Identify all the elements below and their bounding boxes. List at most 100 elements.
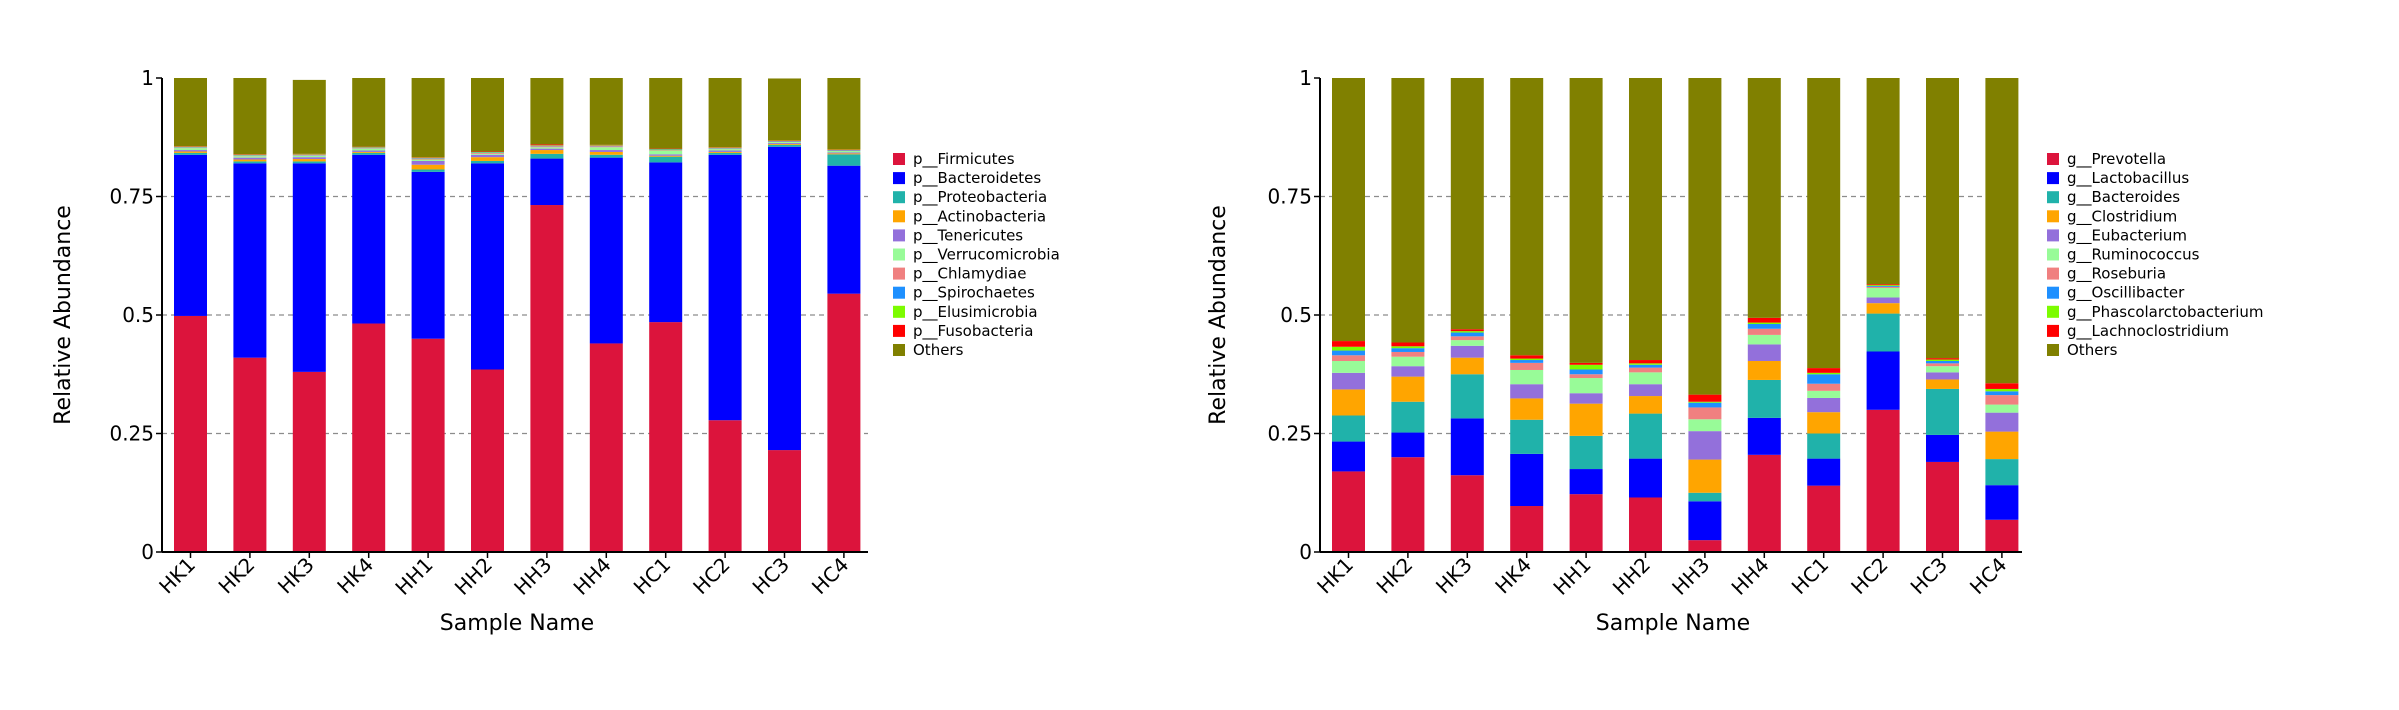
bar-segment [1332, 389, 1365, 416]
bar-segment [1985, 412, 2019, 432]
bar-segment [1747, 317, 1781, 323]
bar-segment [1391, 342, 1425, 347]
bar-segment [589, 147, 623, 151]
bar-segment [1866, 297, 1900, 304]
bar-segment [292, 157, 326, 160]
bar-segment [1450, 340, 1484, 346]
legend-swatch [2047, 229, 2059, 242]
bar-segment [530, 146, 564, 148]
bar-segment [1747, 78, 1781, 318]
legend-label: p__Proteobacteria [913, 188, 1047, 207]
bar-segment [589, 343, 623, 552]
bar-segment [530, 150, 564, 154]
x-tick-label: HH1 [1548, 553, 1595, 600]
bar-segment [1926, 461, 1959, 552]
bar-segment [1629, 497, 1662, 552]
bar-segment [292, 79, 326, 154]
bar-segment [1569, 364, 1603, 370]
bar-segment [589, 157, 623, 344]
bar-segment [530, 153, 564, 159]
bar-segment [649, 78, 683, 149]
bar-segment [1866, 285, 1900, 287]
bar-segment [1391, 366, 1425, 377]
bar-segment [1985, 383, 2019, 389]
bar-segment [1510, 78, 1544, 356]
bar-segment [1688, 401, 1722, 403]
bar-segment [1807, 412, 1841, 434]
bar-segment [827, 154, 861, 166]
bar-segment [1747, 379, 1781, 418]
bar-segment [649, 150, 683, 155]
x-tick-label: HH3 [1667, 553, 1714, 600]
bar-segment [174, 154, 207, 316]
bar-segment [1450, 345, 1484, 358]
bar-segment [1926, 359, 1959, 361]
bar-segment [471, 153, 504, 155]
legend-label: g__Eubacterium [2067, 226, 2187, 245]
bar-segment [1866, 409, 1900, 552]
bar-segment [1569, 435, 1603, 470]
bar-segment [1629, 384, 1662, 397]
bar-segment [1807, 383, 1841, 391]
bar-segment [1747, 417, 1781, 455]
bar-segment [1569, 403, 1603, 436]
legend-swatch [2047, 344, 2059, 356]
bar-segment [1985, 78, 2019, 384]
y-tick-label: 0.5 [1280, 303, 1312, 327]
bar-segment [1688, 540, 1722, 552]
x-axis-label: Sample Name [1596, 611, 1750, 636]
bar-segment [1629, 364, 1662, 368]
x-tick-label: HC1 [1787, 553, 1833, 599]
bar-segment [1391, 348, 1425, 352]
legend-swatch [2047, 191, 2059, 204]
bar-segment [1450, 331, 1484, 333]
bar-segment [1332, 355, 1365, 361]
x-tick-label: HC3 [1906, 553, 1952, 599]
legend-label: Others [913, 341, 964, 359]
bar-segment [1926, 366, 1959, 373]
bar-segment [1629, 367, 1662, 373]
bar-segment [1926, 379, 1959, 389]
bar-segment [1332, 415, 1365, 442]
x-tick-label: HK1 [154, 553, 200, 599]
bar-segment [1450, 475, 1484, 552]
chart-1: HK1 HK2 HK3 HK4 HH1 HH2 HH3 HH4 HC1 HC2 HC3 HC4 0 0.2… [51, 66, 1060, 636]
bar-segment [1747, 328, 1781, 335]
legend-label: p__Actinobacteria [913, 207, 1046, 226]
bar-segment [1569, 378, 1603, 394]
bar-segment [827, 152, 861, 154]
x-tick-label: HH4 [569, 553, 616, 600]
bar-segment [1688, 459, 1722, 493]
bar-segment [1866, 284, 1900, 286]
bar-segment [1985, 431, 2019, 460]
legend-label: p__Fusobacteria [913, 322, 1033, 341]
bar-segment [174, 151, 207, 153]
bar-segment [1391, 346, 1425, 349]
bar-segment [1569, 369, 1603, 375]
bar-segment [1332, 471, 1365, 552]
bar-segment [1332, 350, 1365, 356]
legend-swatch [2047, 172, 2059, 185]
bar-segment [1332, 360, 1365, 373]
x-tick-label: HC2 [688, 553, 734, 599]
bar-segment [768, 144, 801, 147]
x-tick-label: HK1 [1312, 553, 1358, 599]
bar-segment [1688, 394, 1722, 402]
bar-segment [589, 78, 623, 145]
bar-segment [1569, 469, 1603, 495]
bar-segment [768, 146, 801, 451]
bar-segment [233, 157, 267, 160]
bar-segment [1807, 458, 1841, 486]
legend-swatch [893, 153, 905, 165]
legend-swatch [893, 344, 905, 356]
bar-segment [1866, 78, 1900, 285]
bar-segment [1569, 374, 1603, 379]
bar-segment [1747, 360, 1781, 380]
bar-segment [1450, 78, 1484, 330]
legend-label: g__Ruminococcus [2067, 246, 2200, 265]
legend-label: p__Tenericutes [913, 226, 1023, 245]
bar-segment [1391, 457, 1425, 552]
bar-segment [589, 151, 623, 155]
bar-segment [1510, 453, 1544, 507]
legend-swatch [2047, 305, 2059, 318]
